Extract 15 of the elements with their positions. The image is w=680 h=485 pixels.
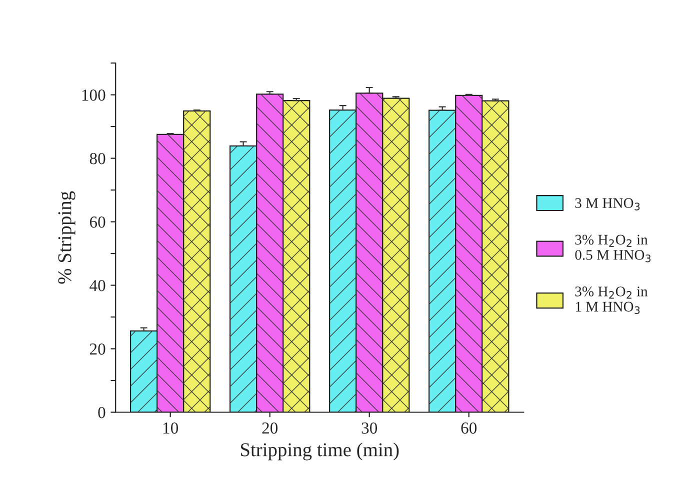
- x-tick-label: 60: [461, 422, 477, 434]
- y-tick-label: 20: [90, 343, 106, 355]
- x-axis-title: Stripping time (min): [240, 442, 399, 460]
- y-tick-label: 40: [90, 280, 106, 292]
- y-tick-label: 0: [98, 406, 106, 418]
- y-tick-label: 80: [90, 152, 106, 164]
- x-tick-label: 20: [262, 422, 278, 434]
- legend-label: 3% H$_{2}$O$_{2}$ in 0.5 M HNO$_{3}$: [575, 234, 651, 262]
- legend-label: 3 M HNO$_{3}$: [575, 198, 640, 210]
- y-tick-label: 100: [82, 89, 106, 101]
- x-tick-label: 30: [362, 422, 378, 434]
- y-tick-label: 60: [90, 216, 106, 228]
- legend-label: 3% H$_{2}$O$_{2}$ in 1 M HNO$_{3}$: [575, 286, 648, 314]
- y-axis-title: % Stripping: [58, 191, 76, 284]
- x-tick-label: 10: [163, 422, 178, 434]
